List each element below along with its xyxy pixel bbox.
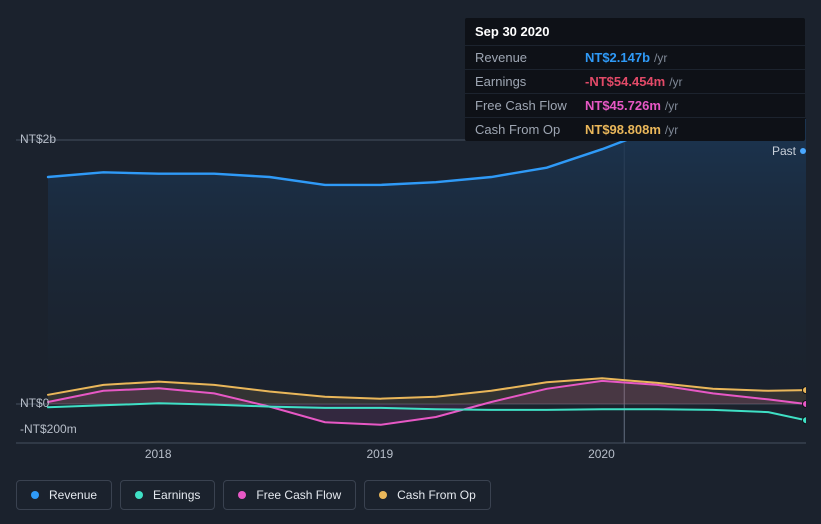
chart-tooltip: Sep 30 2020 RevenueNT$2.147b/yrEarnings-… (465, 18, 805, 141)
legend-label: Cash From Op (397, 488, 476, 502)
past-indicator: Past (772, 144, 806, 158)
tooltip-metric-value: NT$98.808m (585, 122, 661, 137)
legend-label: Earnings (153, 488, 200, 502)
x-axis-label: 2018 (145, 447, 172, 461)
tooltip-row: Earnings-NT$54.454m/yr (465, 69, 805, 93)
x-axis-label: 2020 (588, 447, 615, 461)
past-dot-icon (800, 148, 806, 154)
tooltip-metric-label: Revenue (475, 50, 585, 65)
legend-swatch-icon (238, 491, 246, 499)
tooltip-metric-value: -NT$54.454m (585, 74, 665, 89)
tooltip-metric-value: NT$2.147b (585, 50, 650, 65)
legend-item-earnings[interactable]: Earnings (120, 480, 215, 510)
tooltip-metric-value: NT$45.726m (585, 98, 661, 113)
tooltip-row: Free Cash FlowNT$45.726m/yr (465, 93, 805, 117)
y-axis-label: NT$0 (20, 396, 49, 410)
chart-svg (16, 118, 806, 468)
legend-swatch-icon (31, 491, 39, 499)
x-axis-label: 2019 (366, 447, 393, 461)
tooltip-metric-label: Free Cash Flow (475, 98, 585, 113)
tooltip-metric-unit: /yr (665, 99, 678, 113)
tooltip-metric-unit: /yr (654, 51, 667, 65)
tooltip-row: RevenueNT$2.147b/yr (465, 45, 805, 69)
legend-item-revenue[interactable]: Revenue (16, 480, 112, 510)
tooltip-row: Cash From OpNT$98.808m/yr (465, 117, 805, 141)
y-axis-label: NT$2b (20, 132, 56, 146)
legend-item-cash-from-op[interactable]: Cash From Op (364, 480, 491, 510)
chart-legend: Revenue Earnings Free Cash Flow Cash From O… (16, 480, 491, 510)
legend-item-free-cash-flow[interactable]: Free Cash Flow (223, 480, 356, 510)
tooltip-date: Sep 30 2020 (465, 18, 805, 45)
tooltip-metric-unit: /yr (665, 123, 678, 137)
earnings-revenue-chart: NT$2b NT$0 -NT$200m 2018 2019 2020 Past (16, 118, 806, 468)
tooltip-metric-label: Earnings (475, 74, 585, 89)
tooltip-metric-unit: /yr (669, 75, 682, 89)
legend-label: Free Cash Flow (256, 488, 341, 502)
tooltip-metric-label: Cash From Op (475, 122, 585, 137)
legend-swatch-icon (135, 491, 143, 499)
y-axis-label: -NT$200m (20, 422, 77, 436)
legend-swatch-icon (379, 491, 387, 499)
legend-label: Revenue (49, 488, 97, 502)
past-label: Past (772, 144, 796, 158)
